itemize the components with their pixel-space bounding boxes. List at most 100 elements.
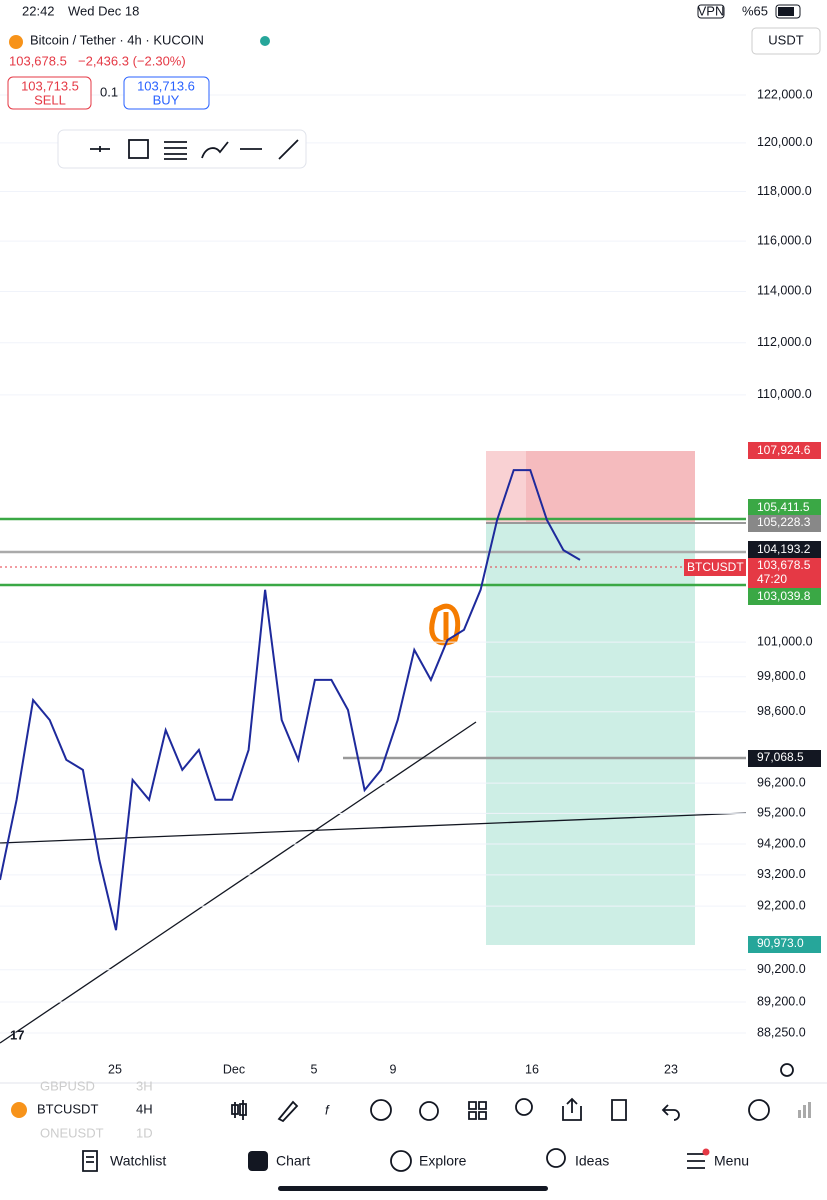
price-line [0, 469, 581, 931]
bars-icon[interactable] [798, 1102, 811, 1118]
currency[interactable]: USDT [768, 32, 803, 47]
nav-bar: Watchlist Chart Explore Ideas Menu [82, 1148, 749, 1191]
quantity[interactable]: 0.1 [100, 84, 118, 99]
info-icon[interactable] [748, 1099, 770, 1121]
toolbar-symbol[interactable]: BTCUSDT [37, 1101, 98, 1116]
live-dot [260, 36, 270, 46]
sell-price[interactable]: 103,713.5 [21, 78, 79, 93]
highlight-circle [429, 603, 461, 646]
brush-icon[interactable] [277, 1100, 299, 1123]
x-tick-label: 9 [390, 1062, 397, 1076]
tv-logo: 17 [10, 1027, 24, 1042]
status-bar: 22:42 Wed Dec 18 VPN %65 [22, 3, 801, 19]
header[interactable]: Bitcoin / Tether · 4h · KUCOIN 103,678.5… [7, 27, 821, 110]
trend-line [0, 721, 477, 1044]
target-price: 90,973.0 [757, 936, 804, 950]
layout-icon[interactable] [468, 1101, 487, 1120]
drawings [0, 517, 747, 1044]
symbol-tag: BTCUSDT [687, 560, 744, 574]
tag-bg [748, 499, 821, 516]
x-tick-label: 25 [108, 1062, 122, 1076]
sell-label[interactable]: SELL [34, 92, 66, 107]
y-tick-label: 120,000.0 [757, 135, 813, 149]
tag-bg [748, 750, 821, 767]
btc-icon [9, 35, 23, 49]
watchlist-icon[interactable] [82, 1150, 98, 1172]
y-tick-label: 101,000.0 [757, 634, 813, 648]
x-tick-label: Dec [223, 1062, 245, 1076]
entry-price: 105,228.3 [757, 515, 811, 529]
share-icon[interactable] [562, 1097, 582, 1121]
menu-icon[interactable] [687, 1153, 705, 1169]
ideas-icon[interactable] [515, 1098, 533, 1116]
ideas-icon[interactable] [546, 1148, 566, 1168]
battery: %65 [742, 3, 768, 18]
countdown: 47:20 [757, 572, 787, 586]
y-tick-label: 118,000.0 [757, 184, 812, 198]
stop-zone-hit [526, 451, 695, 523]
alert-icon[interactable] [419, 1101, 439, 1121]
target-zone [486, 523, 695, 945]
change: −2,436.3 (−2.30%) [78, 53, 186, 68]
nav-label[interactable]: Chart [276, 1153, 310, 1169]
home-indicator [278, 1186, 548, 1191]
list-icon[interactable] [611, 1099, 627, 1121]
upper-line-price: 105,411.5 [757, 500, 810, 514]
tag-bg [748, 442, 821, 459]
symbol-title[interactable]: Bitcoin / Tether · 4h · KUCOIN [30, 32, 204, 47]
nav-label[interactable]: Ideas [575, 1153, 609, 1169]
explore-icon[interactable] [390, 1150, 412, 1172]
time: 22:42 [22, 3, 55, 18]
y-tick-label: 110,000.0 [757, 387, 812, 401]
tag-bg [748, 515, 821, 532]
y-tick-label: 95,200.0 [757, 806, 806, 820]
price-tags: 107,924.6 105,411.5 105,228.3 104,193.2 … [684, 442, 821, 953]
y-tick-label: 99,800.0 [757, 669, 806, 683]
x-tick-label: 16 [525, 1062, 539, 1076]
trend-line [0, 812, 747, 844]
tool-hline[interactable] [90, 146, 110, 152]
candles-icon[interactable] [231, 1100, 247, 1120]
buy-button[interactable] [123, 76, 210, 110]
y-tick-label: 94,200.0 [757, 836, 806, 850]
tool-rect[interactable] [128, 139, 149, 159]
drawing-toolbar [57, 129, 307, 169]
tag-bg [748, 588, 821, 605]
battery-icon [775, 4, 801, 19]
vpn-box [697, 4, 725, 19]
y-tick-label: 96,200.0 [757, 775, 806, 789]
tool-trend[interactable] [278, 139, 299, 160]
stop-price: 107,924.6 [757, 443, 811, 457]
toolbar-interval[interactable]: 4H [136, 1101, 153, 1116]
y-tick-label: 89,200.0 [757, 994, 806, 1008]
tag-bg [684, 559, 746, 576]
tag-bg [748, 541, 821, 558]
x-tick-label: 23 [664, 1062, 678, 1076]
bg-interval: 1D [136, 1125, 153, 1140]
settings-icon[interactable] [780, 1063, 794, 1077]
tool-brush[interactable] [201, 141, 229, 159]
nav-label[interactable]: Menu [714, 1153, 749, 1169]
y-tick-label: 90,200.0 [757, 962, 806, 976]
undo-icon[interactable] [661, 1104, 680, 1121]
y-tick-label: 112,000.0 [757, 335, 812, 349]
currency-box[interactable] [751, 27, 821, 55]
chart-icon[interactable] [248, 1151, 268, 1171]
y-tick-label: 114,000.0 [757, 284, 812, 298]
x-tick-label: 5 [311, 1062, 318, 1076]
current-price: 103,678.5 [757, 558, 811, 572]
buy-label[interactable]: BUY [153, 92, 180, 107]
position-tool [486, 451, 695, 945]
last-price: 103,678.5 [9, 53, 67, 68]
fx-icon[interactable]: f [325, 1102, 330, 1117]
sell-button[interactable] [7, 76, 92, 110]
y-tick-label: 116,000.0 [757, 233, 812, 247]
nav-label[interactable]: Watchlist [110, 1153, 166, 1169]
add-icon[interactable] [370, 1099, 392, 1121]
tool-fib[interactable] [164, 141, 187, 160]
y-tick-label: 92,200.0 [757, 898, 806, 912]
buy-price[interactable]: 103,713.6 [137, 78, 195, 93]
nav-label[interactable]: Explore [419, 1153, 467, 1169]
date: Wed Dec 18 [68, 3, 139, 18]
